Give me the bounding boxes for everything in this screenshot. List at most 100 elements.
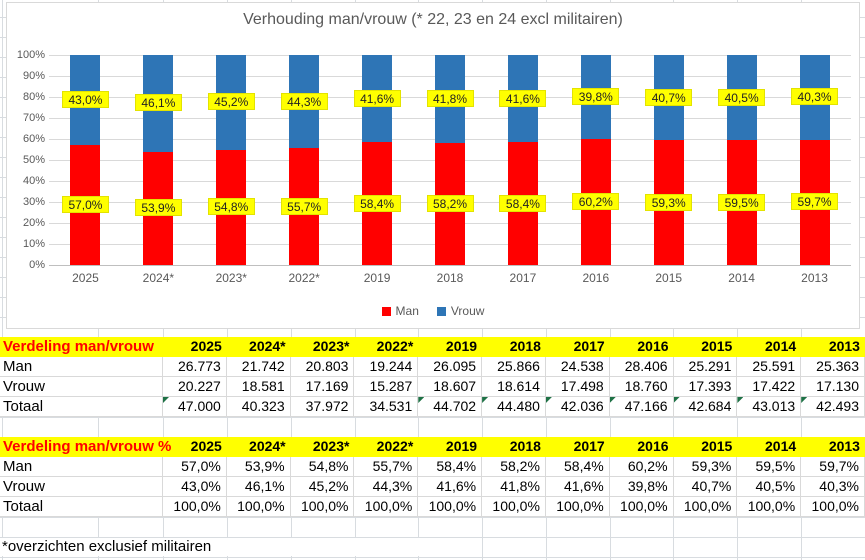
table-cell[interactable]: 25.591 bbox=[737, 357, 802, 377]
table-cell[interactable]: 100,0% bbox=[609, 497, 674, 517]
table-cell[interactable]: 100,0% bbox=[737, 497, 802, 517]
year-header-cell[interactable]: 2015 bbox=[701, 338, 733, 354]
table-cell[interactable]: 19.244 bbox=[354, 357, 419, 377]
table-cell[interactable]: 42.493 bbox=[801, 397, 865, 417]
year-header-cell[interactable]: 2018 bbox=[509, 338, 541, 354]
table-cell[interactable]: 17.393 bbox=[673, 377, 738, 397]
year-header-cell[interactable]: 2022* bbox=[376, 438, 414, 454]
table-cell[interactable]: 100,0% bbox=[418, 497, 483, 517]
table-cell[interactable]: 20.803 bbox=[290, 357, 355, 377]
table-cell[interactable]: 59,7% bbox=[801, 457, 865, 477]
formula-indicator-icon bbox=[482, 397, 489, 403]
table-cell[interactable]: 37.972 bbox=[290, 397, 355, 417]
table-cell[interactable]: 17.498 bbox=[545, 377, 610, 397]
year-header-cell[interactable]: 2023* bbox=[312, 438, 350, 454]
year-header-cell[interactable]: 2013 bbox=[828, 338, 860, 354]
table-cell[interactable]: 26.773 bbox=[163, 357, 227, 377]
year-header-cell[interactable]: 2017 bbox=[573, 338, 605, 354]
table-cell[interactable]: 45,2% bbox=[290, 477, 355, 497]
table-cell[interactable]: 53,9% bbox=[226, 457, 291, 477]
table-cell[interactable]: 25.866 bbox=[482, 357, 546, 377]
table-cell[interactable]: 24.538 bbox=[545, 357, 610, 377]
year-header-cell[interactable]: 2019 bbox=[445, 338, 478, 354]
table-cell[interactable]: 41,6% bbox=[418, 477, 483, 497]
year-header-cell[interactable]: 2018 bbox=[509, 438, 541, 454]
table-cell[interactable]: 47.000 bbox=[163, 397, 227, 417]
table-cell[interactable]: 44.480 bbox=[482, 397, 546, 417]
table-cell[interactable]: 100,0% bbox=[545, 497, 610, 517]
table-cell[interactable]: 42.036 bbox=[545, 397, 610, 417]
year-header-cell[interactable]: 2019 bbox=[445, 438, 478, 454]
table-cell[interactable]: 57,0% bbox=[163, 457, 227, 477]
chart[interactable]: Verhouding man/vrouw (* 22, 23 en 24 exc… bbox=[6, 2, 860, 329]
table-cell[interactable]: 40,7% bbox=[673, 477, 738, 497]
table-cell[interactable]: 44.702 bbox=[418, 397, 483, 417]
table-cell[interactable]: 58,4% bbox=[418, 457, 483, 477]
table-cell[interactable]: 28.406 bbox=[609, 357, 674, 377]
table-cell[interactable]: 21.742 bbox=[226, 357, 291, 377]
table-cell[interactable]: 47.166 bbox=[609, 397, 674, 417]
table-cell[interactable]: 58,4% bbox=[545, 457, 610, 477]
table-title-cell[interactable]: Verdeling man/vrouw % bbox=[3, 438, 172, 455]
table-cell[interactable]: 25.363 bbox=[801, 357, 865, 377]
table-cell[interactable]: 41,6% bbox=[545, 477, 610, 497]
table-cell[interactable]: 43,0% bbox=[163, 477, 227, 497]
table-cell[interactable]: 54,8% bbox=[290, 457, 355, 477]
table-cell[interactable]: 55,7% bbox=[354, 457, 419, 477]
table-cell[interactable]: 100,0% bbox=[226, 497, 291, 517]
table-cell[interactable]: 39,8% bbox=[609, 477, 674, 497]
table-cell[interactable]: 18.607 bbox=[418, 377, 483, 397]
year-header-cell[interactable]: 2013 bbox=[828, 438, 860, 454]
row-label-cell[interactable]: Vrouw bbox=[0, 477, 163, 497]
table-cell[interactable]: 15.287 bbox=[354, 377, 419, 397]
table-cell[interactable]: 100,0% bbox=[290, 497, 355, 517]
table-cell[interactable]: 43.013 bbox=[737, 397, 802, 417]
table-cell[interactable]: 59,3% bbox=[673, 457, 738, 477]
table-cell[interactable]: 40.323 bbox=[226, 397, 291, 417]
table-cell[interactable]: 58,2% bbox=[482, 457, 546, 477]
year-header-cell[interactable]: 2025 bbox=[190, 338, 222, 354]
table-cell[interactable]: 40,3% bbox=[801, 477, 865, 497]
row-label-cell[interactable]: Man bbox=[0, 357, 163, 377]
table-cell[interactable]: 17.130 bbox=[801, 377, 865, 397]
table-cell[interactable]: 44,3% bbox=[354, 477, 419, 497]
year-header-cell[interactable]: 2024* bbox=[249, 438, 286, 454]
row-label-cell[interactable]: Totaal bbox=[0, 497, 163, 517]
table-cell[interactable]: 20.227 bbox=[163, 377, 227, 397]
year-header-cell[interactable]: 2017 bbox=[573, 438, 605, 454]
table-cell[interactable]: 100,0% bbox=[673, 497, 738, 517]
year-header-cell[interactable]: 2025 bbox=[190, 438, 222, 454]
year-header-cell[interactable]: 2016 bbox=[637, 338, 669, 354]
year-header-cell[interactable]: 2016 bbox=[637, 438, 669, 454]
table-cell[interactable]: 17.422 bbox=[737, 377, 802, 397]
year-header-cell[interactable]: 2015 bbox=[701, 438, 733, 454]
table-cell[interactable]: 46,1% bbox=[226, 477, 291, 497]
row-label-cell[interactable]: Man bbox=[0, 457, 163, 477]
table-cell[interactable]: 60,2% bbox=[609, 457, 674, 477]
table-cell[interactable]: 18.614 bbox=[482, 377, 546, 397]
table-cell[interactable]: 17.169 bbox=[290, 377, 355, 397]
table-cell[interactable]: 41,8% bbox=[482, 477, 546, 497]
table-cell[interactable]: 34.531 bbox=[354, 397, 419, 417]
year-header-cell[interactable]: 2022* bbox=[376, 338, 414, 354]
year-header-cell[interactable]: 2024* bbox=[249, 338, 286, 354]
table-cell[interactable]: 100,0% bbox=[354, 497, 419, 517]
legend[interactable]: Man Vrouw bbox=[7, 303, 859, 319]
table-cell[interactable]: 26.095 bbox=[418, 357, 483, 377]
year-header-cell[interactable]: 2023* bbox=[312, 338, 350, 354]
table-cell[interactable]: 25.291 bbox=[673, 357, 738, 377]
year-header-cell[interactable]: 2014 bbox=[765, 438, 797, 454]
table-cell[interactable]: 59,5% bbox=[737, 457, 802, 477]
row-label-cell[interactable]: Vrouw bbox=[0, 377, 163, 397]
table-cell[interactable]: 100,0% bbox=[163, 497, 227, 517]
table-cell[interactable]: 18.581 bbox=[226, 377, 291, 397]
table-cell[interactable]: 40,5% bbox=[737, 477, 802, 497]
table-cell[interactable]: 18.760 bbox=[609, 377, 674, 397]
row-label-cell[interactable]: Totaal bbox=[0, 397, 163, 417]
table-cell[interactable]: 100,0% bbox=[482, 497, 546, 517]
table-cell[interactable]: 42.684 bbox=[673, 397, 738, 417]
table-title-cell[interactable]: Verdeling man/vrouw bbox=[3, 338, 154, 355]
table-cell[interactable]: 100,0% bbox=[801, 497, 865, 517]
year-header-cell[interactable]: 2014 bbox=[765, 338, 797, 354]
footnote-cell[interactable]: *overzichten exclusief militairen bbox=[0, 538, 481, 556]
